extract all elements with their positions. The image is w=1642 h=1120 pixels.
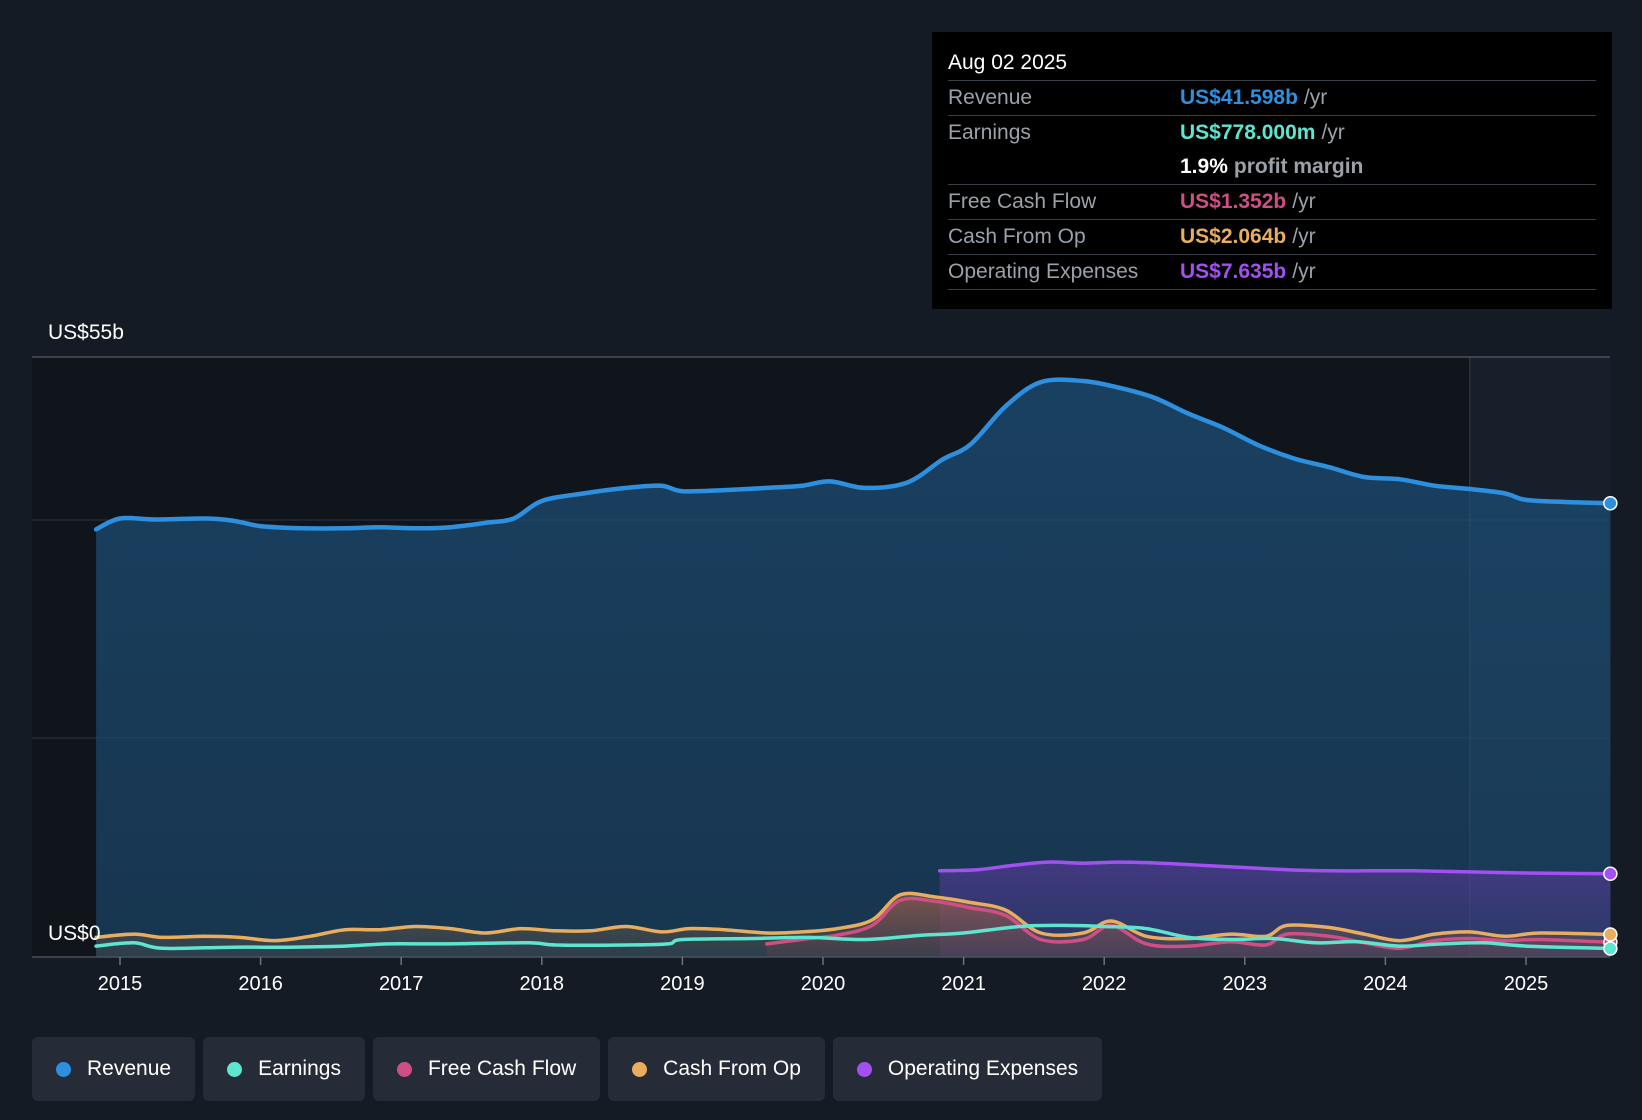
tooltip-row-profit-margin: 1.9% profit margin	[948, 150, 1596, 185]
legend-item-cash-from-op[interactable]: Cash From Op	[608, 1037, 825, 1101]
tooltip-label: Free Cash Flow	[948, 190, 1097, 213]
tooltip-row-free-cash-flow: Free Cash Flow US$1.352b /yr	[948, 185, 1596, 220]
tooltip-value: US$778.000m	[1180, 121, 1316, 144]
legend-item-free-cash-flow[interactable]: Free Cash Flow	[372, 1037, 601, 1101]
legend-label: Revenue	[87, 1057, 172, 1080]
x-tick-label: 2024	[1363, 973, 1408, 995]
legend-dot-icon	[632, 1061, 648, 1077]
revenue-endpoint-marker[interactable]	[1603, 495, 1618, 511]
tooltip-row-earnings: Earnings US$778.000m /yr	[948, 116, 1596, 150]
revenue-area	[96, 379, 1611, 957]
tooltip: Aug 02 2025 Revenue US$41.598b /yr Earni…	[932, 32, 1612, 309]
legend-label: Earnings	[258, 1057, 341, 1080]
y-axis-bottom-label: US$0	[48, 922, 101, 945]
tooltip-value: US$7.635b	[1180, 260, 1287, 283]
legend-dot-icon	[856, 1061, 872, 1077]
tooltip-value: US$2.064b	[1180, 225, 1287, 248]
cash-from-op-endpoint-marker[interactable]	[1603, 927, 1618, 942]
earnings-line	[94, 923, 1613, 951]
legend-dot-icon	[396, 1061, 412, 1077]
tooltip-row-revenue: Revenue US$41.598b /yr	[948, 81, 1596, 116]
tooltip-date: Aug 02 2025	[948, 46, 1596, 81]
tooltip-unit: /yr	[1292, 225, 1316, 248]
legend-item-earnings[interactable]: Earnings	[203, 1037, 365, 1101]
x-tick-label: 2015	[98, 973, 143, 995]
tooltip-row-cash-from-op: Cash From Op US$2.064b /yr	[948, 220, 1596, 255]
x-tick-label: 2021	[941, 973, 986, 995]
tooltip-label: Operating Expenses	[948, 260, 1139, 283]
cash-from-op-line	[94, 891, 1613, 943]
x-tick-label: 2025	[1504, 973, 1549, 995]
revenue-line	[93, 377, 1613, 532]
tooltip-label	[948, 150, 1180, 184]
tooltip-row-operating-expenses: Operating Expenses US$7.635b /yr	[948, 255, 1596, 290]
tooltip-unit: profit margin	[1233, 155, 1364, 178]
y-axis-top-label: US$55b	[48, 321, 124, 344]
x-tick-label: 2020	[801, 973, 846, 995]
x-tick-label: 2022	[1082, 973, 1127, 995]
tooltip-value: US$1.352b	[1180, 190, 1287, 213]
legend: Revenue Earnings Free Cash Flow Cash Fro…	[32, 1037, 1110, 1101]
tooltip-unit: /yr	[1303, 86, 1328, 109]
tooltip-label: Earnings	[948, 121, 1031, 144]
operating-expenses-line	[937, 860, 1613, 876]
legend-item-operating-expenses[interactable]: Operating Expenses	[832, 1037, 1103, 1101]
tooltip-unit: /yr	[1292, 190, 1316, 213]
legend-label: Operating Expenses	[887, 1057, 1079, 1080]
tooltip-unit: /yr	[1292, 260, 1316, 283]
tooltip-value: US$41.598b	[1180, 86, 1298, 109]
free-cash-flow-line	[765, 896, 1613, 951]
legend-dot-icon	[227, 1061, 243, 1077]
x-tick-label: 2018	[520, 973, 565, 995]
tooltip-value: 1.9%	[1180, 155, 1228, 178]
operating-expenses-endpoint-marker[interactable]	[1603, 866, 1618, 881]
tooltip-label: Cash From Op	[948, 225, 1086, 248]
x-tick-label: 2019	[660, 973, 705, 995]
tooltip-unit: /yr	[1321, 121, 1345, 144]
x-tick-label: 2023	[1223, 973, 1268, 995]
tooltip-label: Revenue	[948, 86, 1033, 109]
legend-item-revenue[interactable]: Revenue	[32, 1037, 196, 1101]
legend-label: Cash From Op	[663, 1057, 801, 1080]
x-tick-label: 2017	[379, 973, 424, 995]
x-tick-label: 2016	[238, 973, 283, 995]
legend-label: Free Cash Flow	[427, 1057, 577, 1080]
earnings-endpoint-marker[interactable]	[1603, 941, 1618, 956]
legend-dot-icon	[56, 1061, 71, 1077]
